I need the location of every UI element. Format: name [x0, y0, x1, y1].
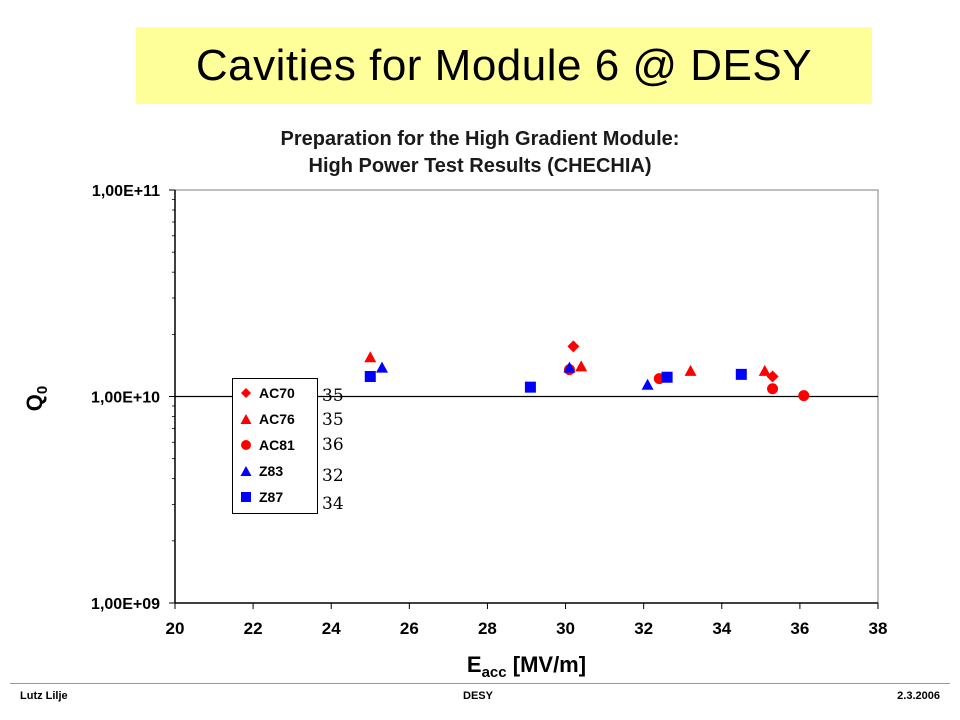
x-tick-label: 30 [556, 619, 575, 638]
data-point-ac76 [758, 364, 771, 376]
x-tick-label: 32 [634, 619, 653, 638]
legend-item-z83: Z83 [239, 460, 283, 482]
y-axis-label: Q0 [22, 386, 51, 411]
legend-triangle-icon [239, 464, 253, 478]
chart-title-line-2: High Power Test Results (CHECHIA) [308, 155, 652, 177]
x-axis-label: Eacc [MV/m] [467, 652, 586, 681]
legend-label: AC70 [259, 385, 295, 401]
legend-diamond-icon [239, 386, 253, 400]
data-point-z87 [661, 371, 673, 383]
slide-title-banner: Cavities for Module 6 @ DESY [136, 27, 872, 104]
legend-label: Z87 [259, 489, 284, 505]
footer-author: Lutz Lilje [20, 690, 68, 702]
data-point-ac81 [798, 390, 810, 402]
x-tick-label: 26 [400, 619, 419, 638]
data-point-z83 [375, 361, 388, 373]
data-point-ac76 [364, 351, 377, 363]
x-tick-label: 38 [869, 619, 888, 638]
legend-label: Z83 [259, 463, 284, 479]
legend-annotation: 35 [322, 410, 344, 430]
x-tick-label: 34 [712, 619, 731, 638]
legend-label: AC76 [259, 411, 295, 427]
footer-divider [10, 683, 950, 684]
y-tick-label: 1,00E+11 [92, 183, 160, 200]
legend-annotation: 34 [322, 494, 344, 514]
legend-item-z87: Z87 [239, 486, 283, 508]
x-tick-label: 36 [790, 619, 809, 638]
x-tick-label: 22 [244, 619, 263, 638]
footer-date: 2.3.2006 [897, 690, 940, 702]
data-point-ac81 [767, 383, 779, 395]
footer-institution: DESY [463, 690, 493, 702]
data-point-ac76 [684, 364, 697, 376]
legend-item-ac76: AC76 [239, 408, 295, 430]
x-tick-label: 20 [166, 619, 185, 638]
x-tick-label: 24 [322, 619, 341, 638]
data-point-z87 [735, 368, 747, 380]
data-point-z83 [641, 378, 654, 390]
y-tick-label: 1,00E+10 [91, 390, 160, 407]
chart-title-line-1: Preparation for the High Gradient Module… [280, 128, 680, 150]
legend-square-icon [239, 490, 253, 504]
legend-item-ac81: AC81 [239, 434, 295, 456]
data-point-z87 [524, 381, 536, 393]
legend-circle-icon [239, 438, 253, 452]
data-point-z87 [364, 370, 376, 382]
y-tick-label: 1,00E+09 [91, 596, 160, 613]
legend-annotation: 36 [322, 435, 344, 455]
legend-label: AC81 [259, 437, 295, 453]
legend-triangle-icon [239, 412, 253, 426]
data-point-ac70 [567, 340, 580, 353]
legend-item-ac70: AC70 [239, 382, 295, 404]
slide-title: Cavities for Module 6 @ DESY [195, 40, 813, 90]
chart-legend: AC70 AC76 AC81 Z83 Z87 [232, 378, 318, 514]
legend-annotation: 32 [322, 466, 344, 486]
data-point-ac76 [575, 360, 588, 372]
data-point-ac70 [766, 370, 779, 383]
legend-annotation: 35 [322, 386, 344, 406]
x-tick-label: 28 [478, 619, 497, 638]
data-point-z83 [563, 361, 576, 373]
